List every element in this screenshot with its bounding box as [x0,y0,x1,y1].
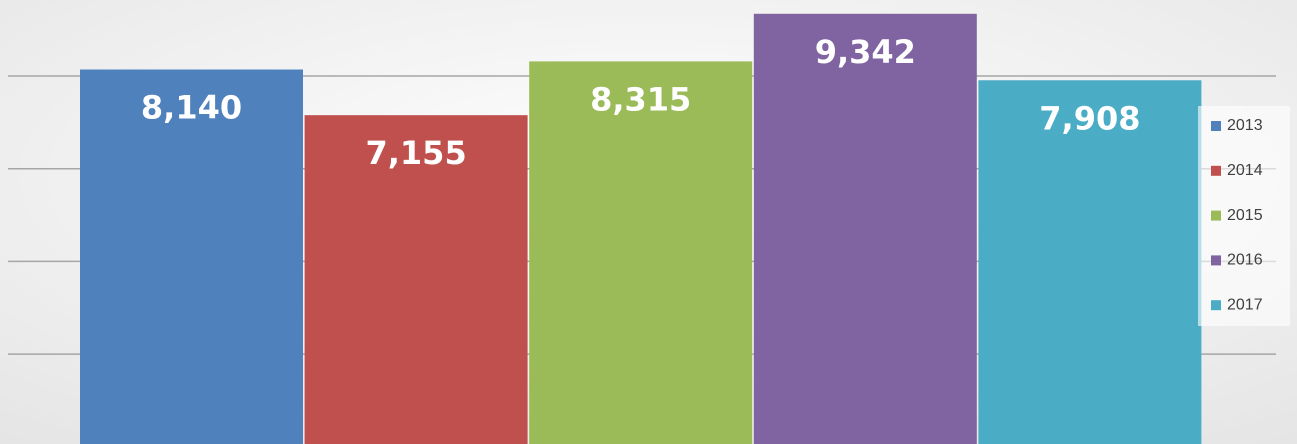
legend-swatch [1211,165,1221,176]
legend-label: 2015 [1227,207,1263,224]
bar [529,61,753,444]
legend-label: 2014 [1227,162,1263,179]
data-label: 7,155 [365,134,466,172]
bar [304,115,528,444]
legend-label: 2013 [1227,117,1263,134]
bar [753,13,977,444]
legend-swatch [1211,255,1221,266]
bar [80,69,303,444]
legend-label: 2017 [1227,296,1263,313]
legend-swatch [1211,300,1221,311]
data-label: 8,315 [590,80,691,118]
legend-swatch [1211,121,1221,131]
legend-swatch [1211,210,1221,221]
legend-label: 2016 [1227,252,1263,269]
data-label: 8,140 [141,89,242,127]
data-label: 7,908 [1039,99,1140,137]
bar [978,80,1202,444]
data-label: 9,342 [815,33,916,71]
